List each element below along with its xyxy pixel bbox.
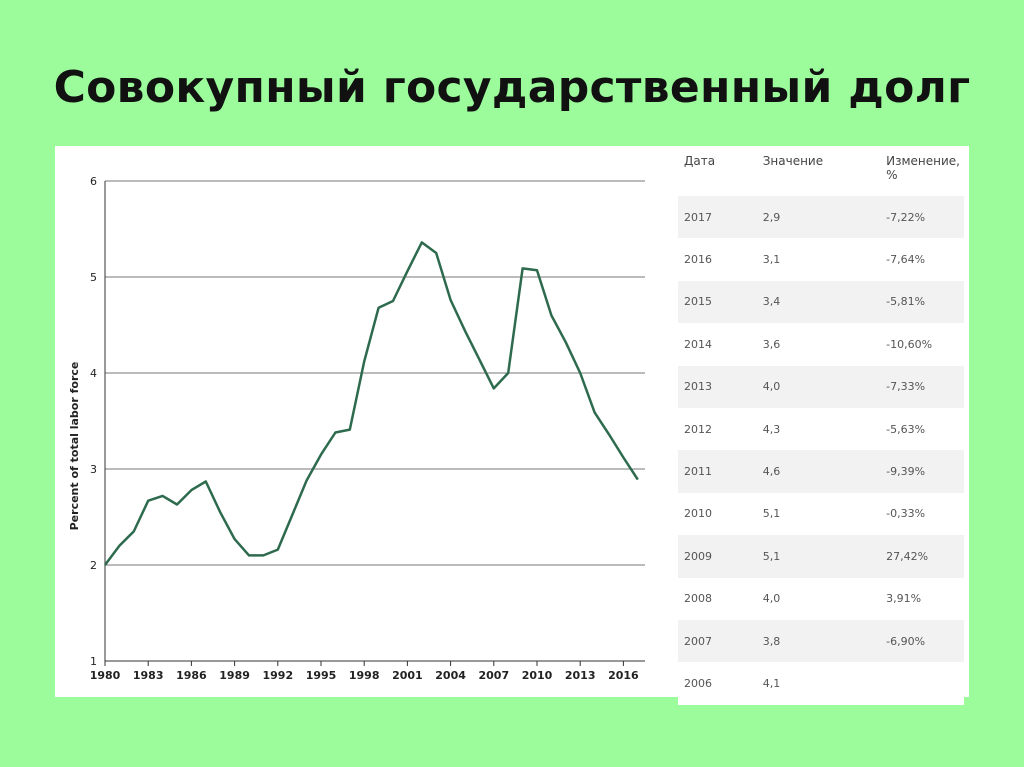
- cell-change: -5,81%: [880, 280, 964, 324]
- cell-change: -6,90%: [880, 619, 964, 663]
- cell-date: 2007: [678, 619, 757, 663]
- cell-value: 4,3: [756, 407, 881, 451]
- cell-date: 2008: [678, 577, 757, 620]
- cell-change: -9,39%: [880, 450, 964, 493]
- cell-change: -7,22%: [880, 196, 964, 239]
- slide-title: Совокупный государственный долг: [53, 62, 971, 113]
- table-row: 2006 4,1: [678, 662, 964, 705]
- x-tick-label: 1986: [176, 669, 207, 682]
- cell-value: 3,4: [756, 280, 881, 324]
- header-value: Значение: [762, 154, 824, 168]
- x-tick-label: 1992: [262, 669, 293, 682]
- table-row: 2012 4,3 -5,63%: [678, 407, 964, 451]
- cell-value: 5,1: [756, 535, 881, 578]
- tick-labels: 1 2 3 4 5 6 1980 1983 1986 1989 1992 1995 1998 2001 20…: [90, 175, 639, 682]
- cell-change: -5,63%: [880, 407, 964, 451]
- y-tick-label: 1: [90, 655, 97, 668]
- cell-value: 3,8: [756, 619, 881, 663]
- series-lines: [103, 241, 639, 566]
- table-header-row: Дата Значение Изменение, %: [678, 146, 964, 196]
- cell-value: 3,1: [756, 238, 881, 281]
- table-row: 2015 3,4 -5,81%: [678, 280, 964, 324]
- x-tick-label: 1983: [133, 669, 164, 682]
- x-tick-label: 1998: [349, 669, 380, 682]
- cell-date: 2017: [678, 196, 757, 239]
- y-axis-label: Percent of total labor force: [68, 362, 81, 531]
- table-row: 2010 5,1 -0,33%: [678, 492, 964, 536]
- cell-change: 27,42%: [880, 535, 964, 578]
- x-tick-label: 1989: [219, 669, 250, 682]
- header-date: Дата: [684, 154, 716, 168]
- x-tick-label: 2013: [565, 669, 596, 682]
- cell-date: 2012: [678, 407, 757, 451]
- cell-date: 2006: [678, 662, 757, 705]
- cell-value: 4,0: [756, 365, 881, 408]
- y-tick-label: 3: [90, 463, 97, 476]
- cell-value: 4,1: [756, 662, 881, 705]
- axes: [104, 181, 645, 666]
- table-row: 2007 3,8 -6,90%: [678, 619, 964, 663]
- y-tick-label: 2: [90, 559, 97, 572]
- x-tick-label: 2001: [392, 669, 423, 682]
- cell-date: 2014: [678, 323, 757, 366]
- cell-value: 2,9: [756, 196, 881, 239]
- table-row: 2016 3,1 -7,64%: [678, 238, 964, 281]
- line-chart: 1 2 3 4 5 6 1980 1983 1986 1989 1992 1995 1998 2001 20…: [68, 175, 645, 682]
- series-line: [103, 241, 639, 566]
- x-tick-label: 2004: [435, 669, 466, 682]
- x-tick-label: 2007: [478, 669, 509, 682]
- table-row: 2017 2,9 -7,22%: [678, 196, 964, 239]
- cell-change: -10,60%: [880, 323, 964, 366]
- y-tick-label: 5: [90, 271, 97, 284]
- cell-change: -7,64%: [880, 238, 964, 281]
- x-tick-label: 1995: [306, 669, 337, 682]
- content-panel: 1 2 3 4 5 6 1980 1983 1986 1989 1992 1995 1998 2001 20…: [55, 146, 969, 705]
- cell-value: 5,1: [756, 492, 881, 536]
- grid-lines: [105, 180, 645, 566]
- cell-value: 4,6: [756, 450, 881, 493]
- table-row: 2009 5,1 27,42%: [678, 535, 964, 578]
- y-tick-label: 4: [90, 367, 97, 380]
- cell-value: 3,6: [756, 323, 881, 366]
- cell-date: 2010: [678, 492, 757, 536]
- x-tick-label: 2010: [522, 669, 553, 682]
- x-tick-label: 1980: [90, 669, 121, 682]
- cell-change: -0,33%: [880, 492, 964, 536]
- data-table: Дата Значение Изменение, % 2017 2,9 -7,22%…: [678, 146, 964, 705]
- cell-change: [880, 662, 964, 705]
- cell-value: 4,0: [756, 577, 881, 620]
- table-row: 2011 4,6 -9,39%: [678, 450, 964, 493]
- cell-date: 2011: [678, 450, 757, 493]
- table-row: 2014 3,6 -10,60%: [678, 323, 964, 366]
- cell-date: 2016: [678, 238, 757, 281]
- cell-change: 3,91%: [880, 577, 964, 620]
- table-row: 2008 4,0 3,91%: [678, 577, 964, 620]
- y-tick-label: 6: [90, 175, 97, 188]
- cell-date: 2015: [678, 280, 757, 324]
- x-tick-label: 2016: [608, 669, 639, 682]
- cell-change: -7,33%: [880, 365, 964, 408]
- table-row: 2013 4,0 -7,33%: [678, 365, 964, 408]
- cell-date: 2013: [678, 365, 757, 408]
- header-change: Изменение, %: [886, 154, 960, 182]
- cell-date: 2009: [678, 535, 757, 578]
